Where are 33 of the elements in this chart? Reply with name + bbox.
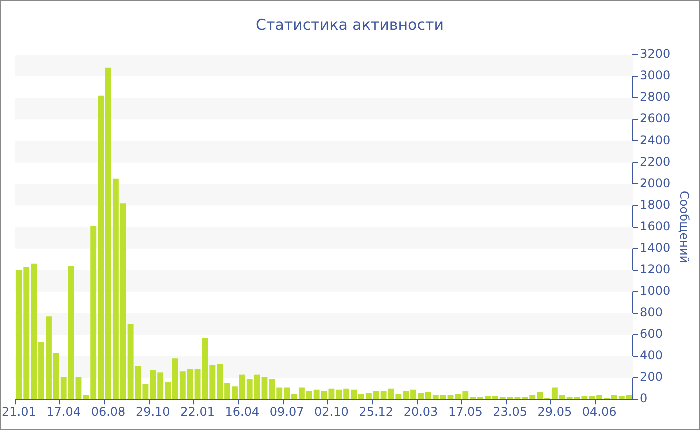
x-tick-label: 22.01 <box>180 404 215 419</box>
y-axis-title: Сообщений <box>678 191 692 264</box>
x-tick-label: 02.10 <box>314 404 349 419</box>
x-tick-label: 17.05 <box>448 404 483 419</box>
chart-title: Статистика активности <box>256 16 444 34</box>
y-tick-label: 400 <box>640 348 663 363</box>
y-tick-label: 0 <box>640 392 648 406</box>
x-tick-label: 29.10 <box>136 404 170 419</box>
x-tick-label: 17.04 <box>46 404 82 419</box>
y-tick-label: 200 <box>640 370 663 384</box>
y-tick-label: 800 <box>640 306 663 320</box>
y-tick-label: 2200 <box>640 154 671 169</box>
y-tick-label: 2600 <box>640 112 671 126</box>
x-tick-label: 20.03 <box>404 404 438 419</box>
x-tick-label: 29.05 <box>538 404 572 419</box>
x-tick-label: 06.08 <box>91 404 126 419</box>
y-tick-label: 3200 <box>640 47 671 62</box>
y-tick-label: 1200 <box>640 262 671 276</box>
y-tick-label: 600 <box>640 327 663 342</box>
x-tick-label: 23.05 <box>493 404 528 419</box>
y-tick-label: 1800 <box>640 198 671 212</box>
y-tick-label: 2800 <box>640 90 671 104</box>
y-tick-label: 2000 <box>640 176 671 190</box>
y-tick-label: 2400 <box>640 133 671 148</box>
x-tick-label: 16.04 <box>225 404 260 419</box>
y-tick-label: 3000 <box>640 68 671 83</box>
y-tick-label: 1000 <box>640 284 671 298</box>
x-tick-label: 21.01 <box>2 404 36 419</box>
y-tick-label: 1400 <box>640 240 671 255</box>
x-tick-label: 09.07 <box>270 404 304 419</box>
x-tick-label: 25.12 <box>359 404 394 419</box>
x-tick-label: 04.06 <box>582 404 617 419</box>
y-tick-label: 1600 <box>640 219 671 234</box>
